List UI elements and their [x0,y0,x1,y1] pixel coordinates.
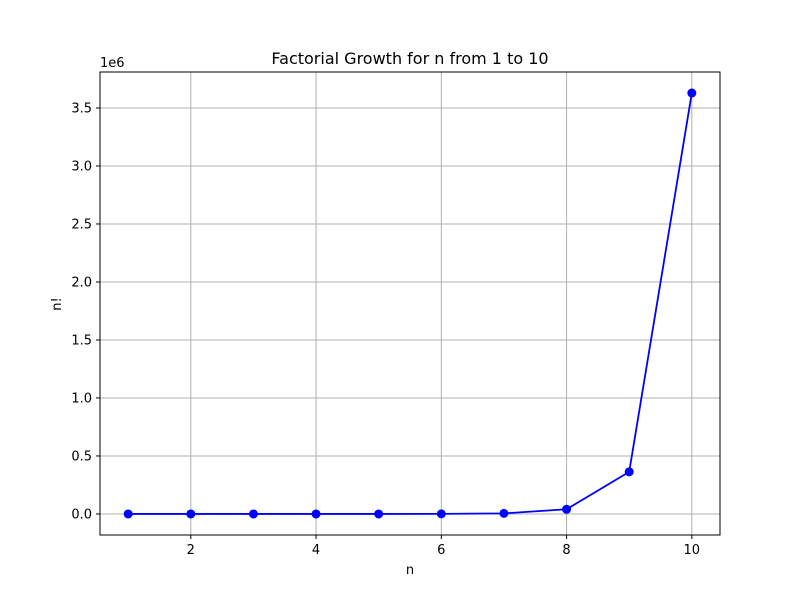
x-tick-label: 6 [437,543,445,558]
x-tick-label: 2 [187,543,195,558]
data-series [123,88,697,519]
y-tick-label: 2.5 [71,217,92,232]
y-tick-label: 1.0 [71,391,92,406]
data-point [436,509,446,519]
y-offset-label: 1e6 [100,56,125,71]
data-point [562,504,572,514]
y-tick-label: 0.0 [71,507,92,522]
plot-frame [99,71,721,536]
data-point [374,509,384,519]
x-tick-label: 4 [312,543,320,558]
y-tick-label: 1.5 [71,333,92,348]
data-point [311,509,321,519]
y-axis-label: n! [50,297,65,310]
y-tick-label: 2.0 [71,275,92,290]
data-point [687,88,697,98]
grid-lines [100,72,720,535]
data-point [186,509,196,519]
chart-title: Factorial Growth for n from 1 to 10 [271,49,548,68]
y-tick-label: 0.5 [71,449,92,464]
data-point [499,508,509,518]
y-tick-label: 3.0 [71,159,92,174]
data-point [624,467,634,477]
data-point [248,509,258,519]
x-tick-label: 8 [562,543,570,558]
x-axis-label: n [406,563,414,578]
y-tick-label: 3.5 [71,101,92,116]
axis-ticks: 2 4 6 8 10 0.0 0.5 1.0 1.5 2.0 2.5 3.0 3.5 [71,101,700,558]
data-point [123,509,133,519]
series-line [128,92,693,515]
x-tick-label: 10 [684,543,701,558]
